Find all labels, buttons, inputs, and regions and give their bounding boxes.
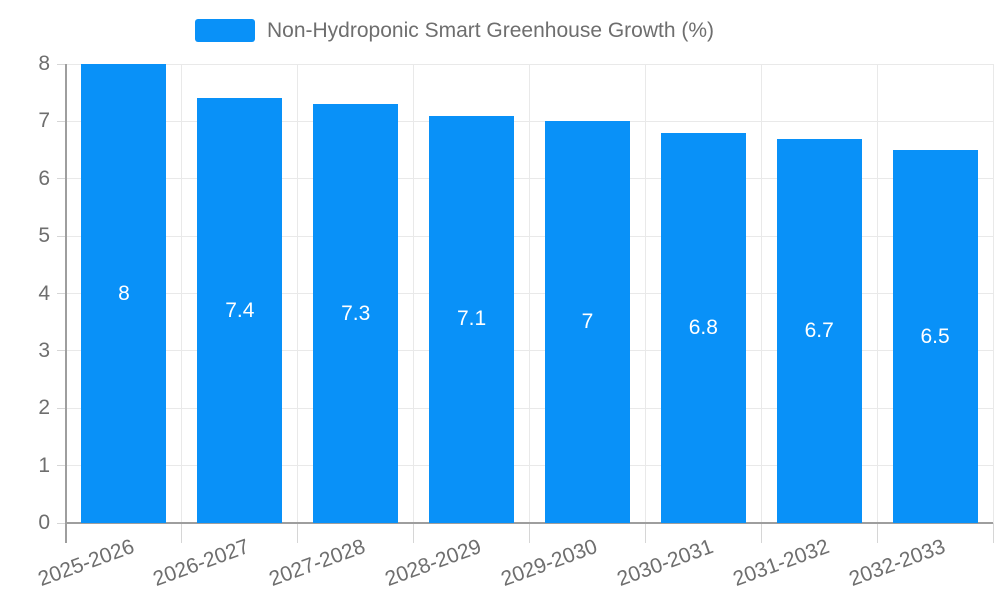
bar[interactable] [892, 150, 978, 523]
bar[interactable] [544, 121, 630, 523]
bar-value-label: 6.7 [804, 318, 834, 342]
x-axis-label: 2030-2031 [613, 535, 717, 591]
y-tick [57, 235, 66, 237]
x-tick [181, 523, 183, 543]
gridline-v [644, 64, 646, 523]
x-axis-label: 2026-2027 [150, 535, 253, 591]
x-tick [529, 523, 530, 543]
y-axis-label: 4 [38, 281, 50, 305]
y-axis-label: 0 [38, 511, 50, 534]
x-axis-label: 2028-2029 [382, 535, 485, 591]
legend-swatch-icon [195, 19, 255, 42]
y-axis-label: 3 [38, 338, 50, 362]
x-tick [297, 523, 299, 543]
gridline-v [181, 64, 183, 523]
legend-item[interactable]: Non-Hydroponic Smart Greenhouse Growth (… [195, 18, 714, 43]
y-tick [57, 350, 66, 352]
bar-value-label: 7.1 [456, 307, 487, 331]
x-tick [760, 523, 762, 543]
x-tick [876, 523, 878, 543]
y-axis-label: 6 [38, 166, 50, 190]
x-axis-label: 2029-2030 [498, 535, 601, 591]
bar-value-label: 6.8 [688, 315, 718, 339]
bar-value-label: 7.4 [225, 298, 255, 322]
y-tick [57, 178, 66, 180]
gridline-v [760, 64, 762, 523]
bar[interactable] [313, 104, 399, 523]
y-axis-label: 2 [38, 396, 50, 420]
y-axis-label: 5 [38, 224, 50, 248]
bar-value-label: 7.3 [341, 301, 371, 325]
y-tick [57, 465, 66, 467]
y-axis-label: 8 [38, 52, 50, 75]
y-tick [57, 522, 66, 524]
x-axis-label: 2031-2032 [729, 535, 833, 591]
x-axis-label: 2027-2028 [266, 535, 369, 591]
y-tick [57, 293, 66, 294]
gridline-v [529, 64, 530, 523]
x-tick [644, 523, 646, 543]
bar[interactable] [429, 115, 515, 523]
bar[interactable] [81, 64, 167, 523]
legend-label: Non-Hydroponic Smart Greenhouse Growth (… [267, 18, 715, 42]
bar[interactable] [197, 98, 283, 523]
x-tick [413, 523, 415, 543]
bar-value-label: 6.5 [920, 324, 950, 348]
x-tick [992, 523, 994, 543]
bar-value-label: 7 [581, 310, 594, 334]
y-axis-line [65, 64, 67, 543]
gridline-v [297, 64, 299, 523]
y-tick [57, 120, 66, 122]
gridline-v [992, 64, 994, 523]
bar-value-label: 8 [118, 281, 130, 305]
x-axis-label: 2032-2033 [845, 535, 948, 591]
y-axis-label: 1 [38, 453, 50, 477]
gridline-v [413, 64, 415, 523]
y-tick [57, 63, 66, 65]
x-axis-line [65, 522, 993, 524]
y-tick [57, 407, 66, 409]
x-axis-label: 2025-2026 [34, 535, 137, 591]
bar[interactable] [776, 138, 862, 523]
y-axis-label: 7 [38, 109, 50, 133]
gridline-v [876, 64, 878, 523]
bar[interactable] [660, 132, 746, 523]
